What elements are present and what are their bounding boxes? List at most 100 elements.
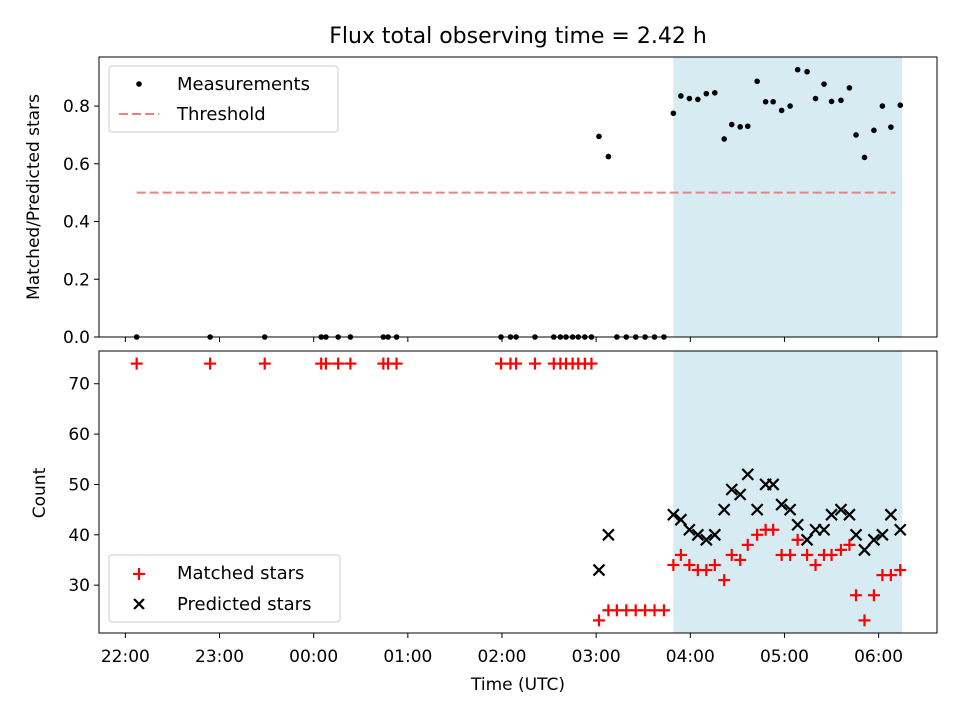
bottom-observing-window-shade [673, 351, 903, 633]
matched-star-point [585, 357, 598, 370]
legend-measurements-marker [136, 81, 142, 87]
x-axis-label: Time (UTC) [470, 675, 565, 695]
measurement-point [787, 103, 793, 109]
predicted-star-point [894, 523, 907, 537]
legend-predicted-marker [133, 598, 145, 610]
measurement-point [711, 89, 718, 96]
predicted-star-point [849, 528, 863, 542]
bottom-y-tick-label: 30 [68, 576, 90, 596]
predicted-star-point [825, 508, 838, 521]
measurement-point [812, 95, 819, 102]
predicted-star-point [592, 563, 606, 577]
matched-star-point [592, 614, 605, 627]
predicted-star-point [691, 528, 705, 542]
matched-star-point [884, 569, 897, 582]
measurement-point [737, 124, 744, 130]
matched-star-point [834, 543, 847, 556]
legend-measurements-label: Measurements [177, 74, 310, 95]
predicted-star-point [843, 508, 856, 521]
measurement-point [828, 98, 835, 105]
predicted-star-point [800, 533, 814, 547]
matched-star-point [825, 548, 838, 561]
measurement-point [804, 68, 810, 75]
predicted-star-point [667, 508, 680, 521]
measurement-point [596, 133, 602, 140]
bottom-y-tick-label: 60 [68, 425, 90, 445]
predicted-star-point [674, 513, 688, 526]
measurement-point [762, 98, 769, 105]
matched-star-point [718, 574, 731, 587]
legend-matched-label: Matched stars [177, 563, 304, 584]
predicted-star-point [876, 528, 889, 542]
predicted-star-point [683, 523, 696, 537]
chart-title: Flux total observing time = 2.42 h [329, 24, 707, 49]
measurement-point [721, 136, 728, 142]
predicted-star-point [708, 528, 722, 542]
measurement-point [821, 81, 827, 87]
matched-star-point [867, 589, 880, 602]
x-tick-label: 01:00 [383, 647, 432, 667]
top-y-tick-label: 0.0 [63, 328, 90, 348]
measurement-point [871, 127, 877, 134]
matched-star-point [258, 357, 271, 370]
top-plot-frame [98, 56, 938, 338]
matched-star-point [767, 523, 780, 536]
matched-star-point [741, 538, 754, 551]
top-y-axis-label: Matched/Predicted stars [24, 94, 44, 300]
matched-star-point [674, 548, 687, 561]
measurement-point [879, 103, 886, 109]
measurement-point [853, 132, 859, 138]
matched-star-point [528, 357, 541, 370]
predicted-star-point [783, 503, 797, 516]
bottom-legend: Matched stars Predicted stars [108, 554, 341, 623]
measurement-point [670, 110, 677, 117]
legend-predicted-label: Predicted stars [177, 594, 311, 615]
predicted-star-point [867, 533, 881, 547]
x-tick-label: 23:00 [195, 647, 244, 667]
matched-star-point [683, 559, 696, 572]
predicted-star-point [741, 468, 755, 481]
matched-star-point [700, 564, 713, 577]
matched-star-point [667, 559, 680, 572]
predicted-star-points [592, 468, 907, 577]
measurement-point [794, 66, 801, 73]
predicted-star-point [700, 533, 713, 547]
predicted-star-point [858, 543, 871, 557]
measurement-point [703, 90, 710, 97]
measurement-point [838, 97, 844, 104]
measurement-point [770, 98, 776, 105]
bottom-panel: 30 40 50 60 70 22:00 23:00 00:00 01:00 02:00 03:0… [30, 350, 938, 695]
matched-star-point [708, 559, 721, 572]
bottom-y-axis-label: Count [30, 467, 50, 518]
top-y-axis: 0.0 0.2 0.4 0.6 0.8 [63, 97, 99, 348]
legend-matched-marker [133, 568, 145, 580]
top-legend: Measurements Threshold [108, 65, 339, 133]
matched-star-point [850, 589, 863, 602]
matched-star-point [130, 357, 143, 370]
matched-star-point [390, 357, 403, 370]
x-tick-label: 03:00 [572, 647, 621, 667]
top-legend-box [108, 65, 339, 133]
bottom-legend-box [108, 554, 341, 623]
top-y-tick-label: 0.8 [63, 97, 90, 117]
bottom-plot-frame [98, 350, 938, 634]
measurement-point [744, 123, 751, 130]
predicted-star-point [834, 503, 848, 516]
top-y-tick-label: 0.4 [63, 213, 90, 233]
x-tick-label: 02:00 [477, 647, 526, 667]
measurement-point [686, 95, 693, 102]
matched-star-point [791, 533, 804, 546]
predicted-star-point [733, 488, 747, 501]
matched-star-point [344, 357, 357, 370]
matched-star-point [801, 548, 814, 561]
top-panel: 0.0 0.2 0.4 0.6 0.8 Flux total observing tim… [24, 24, 938, 348]
matched-star-point [657, 604, 670, 617]
measurement-point [695, 96, 701, 103]
measurement-point [888, 124, 894, 130]
predicted-star-point [602, 528, 615, 542]
predicted-star-point [766, 478, 780, 491]
bottom-y-axis: 30 40 50 60 70 [68, 375, 99, 596]
x-tick-label: 05:00 [760, 647, 809, 667]
predicted-star-point [775, 498, 788, 511]
